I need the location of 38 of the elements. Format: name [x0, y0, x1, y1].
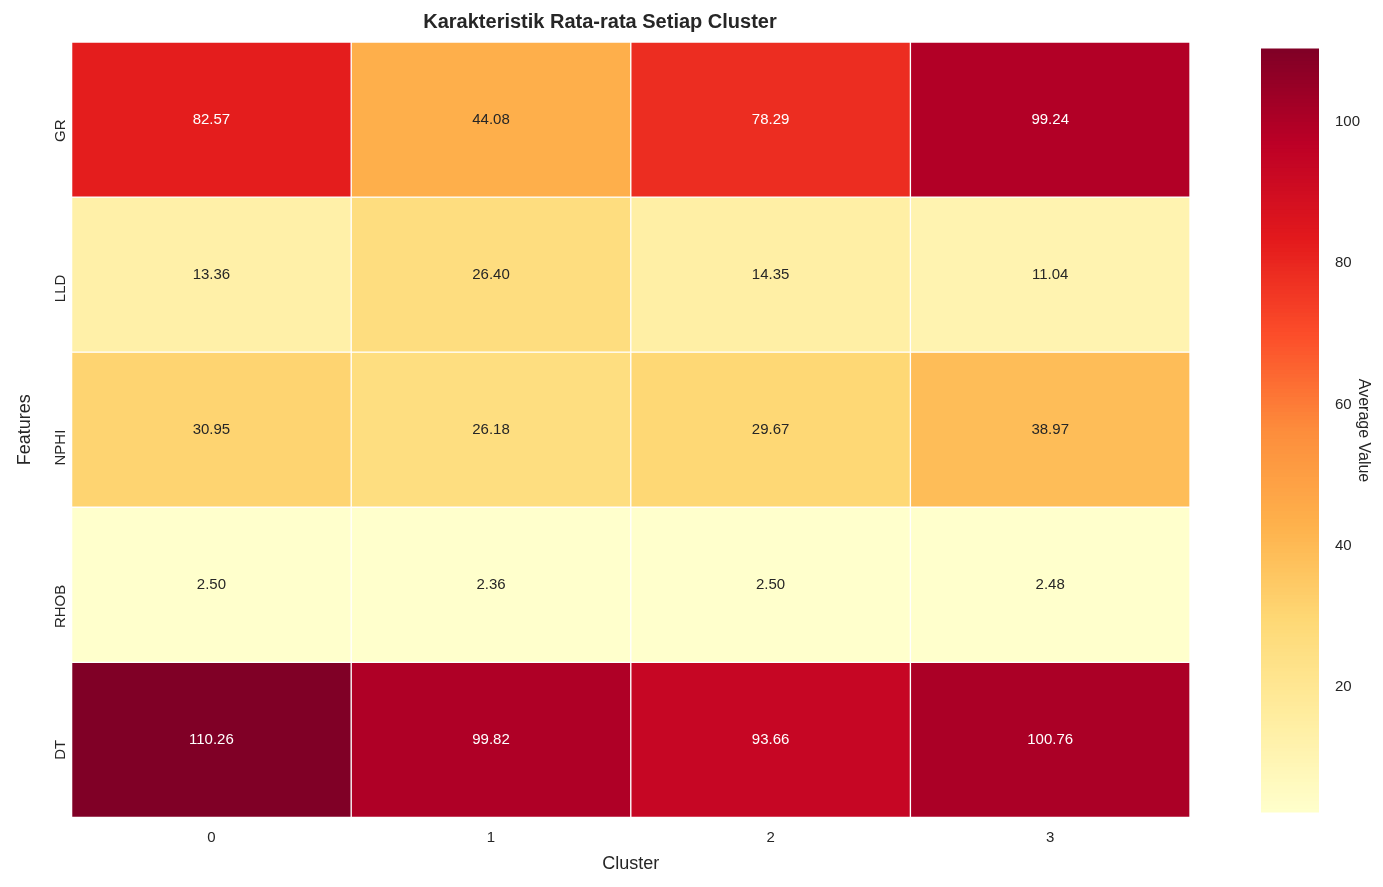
data-label: 2.50 [196, 574, 226, 592]
y-tick-label: NPHI [50, 429, 68, 466]
data-label: 44.08 [472, 109, 510, 127]
data-label: 110.26 [189, 730, 234, 747]
y-axis-title: Features [13, 394, 34, 466]
data-label: 38.97 [1031, 419, 1069, 437]
chart-title: Karakteristik Rata-rata Setiap Cluster [423, 9, 777, 32]
data-label: 2.50 [756, 574, 786, 592]
data-label: 2.48 [1035, 574, 1065, 592]
color-bar-label: 100 [1335, 111, 1361, 129]
x-axis-title: Cluster [602, 853, 660, 874]
x-tick-label: 0 [207, 827, 216, 845]
data-label: 82.57 [192, 109, 231, 127]
y-tick-label: GR [50, 119, 68, 143]
x-tick-label: 1 [486, 827, 496, 845]
data-label: 13.36 [192, 264, 231, 282]
color-bar-label: 60 [1335, 394, 1352, 412]
data-label: 26.40 [472, 264, 510, 282]
data-label: 93.66 [751, 730, 790, 747]
data-label: 29.67 [751, 419, 790, 437]
data-label: 78.29 [751, 109, 790, 127]
data-label: 2.36 [476, 574, 506, 592]
data-label: 14.35 [751, 264, 790, 282]
data-label: 30.95 [192, 419, 231, 437]
data-label: 11.04 [1031, 264, 1069, 282]
color-bar-label: 20 [1335, 677, 1352, 695]
x-tick-label: 2 [766, 827, 775, 845]
y-tick-label: RHOB [50, 584, 68, 629]
color-bar-label: 40 [1335, 535, 1352, 553]
data-label: 26.18 [472, 419, 510, 437]
data-label: 100.76 [1027, 730, 1074, 747]
y-tick-label: LLD [50, 274, 68, 303]
color-bar-title: Average Value [1355, 378, 1373, 483]
x-tick-label: 3 [1046, 827, 1055, 845]
data-label: 99.24 [1031, 109, 1069, 127]
data-label: 99.82 [472, 730, 510, 747]
color-bar-label: 80 [1335, 253, 1352, 271]
y-tick-label: DT [50, 739, 68, 760]
